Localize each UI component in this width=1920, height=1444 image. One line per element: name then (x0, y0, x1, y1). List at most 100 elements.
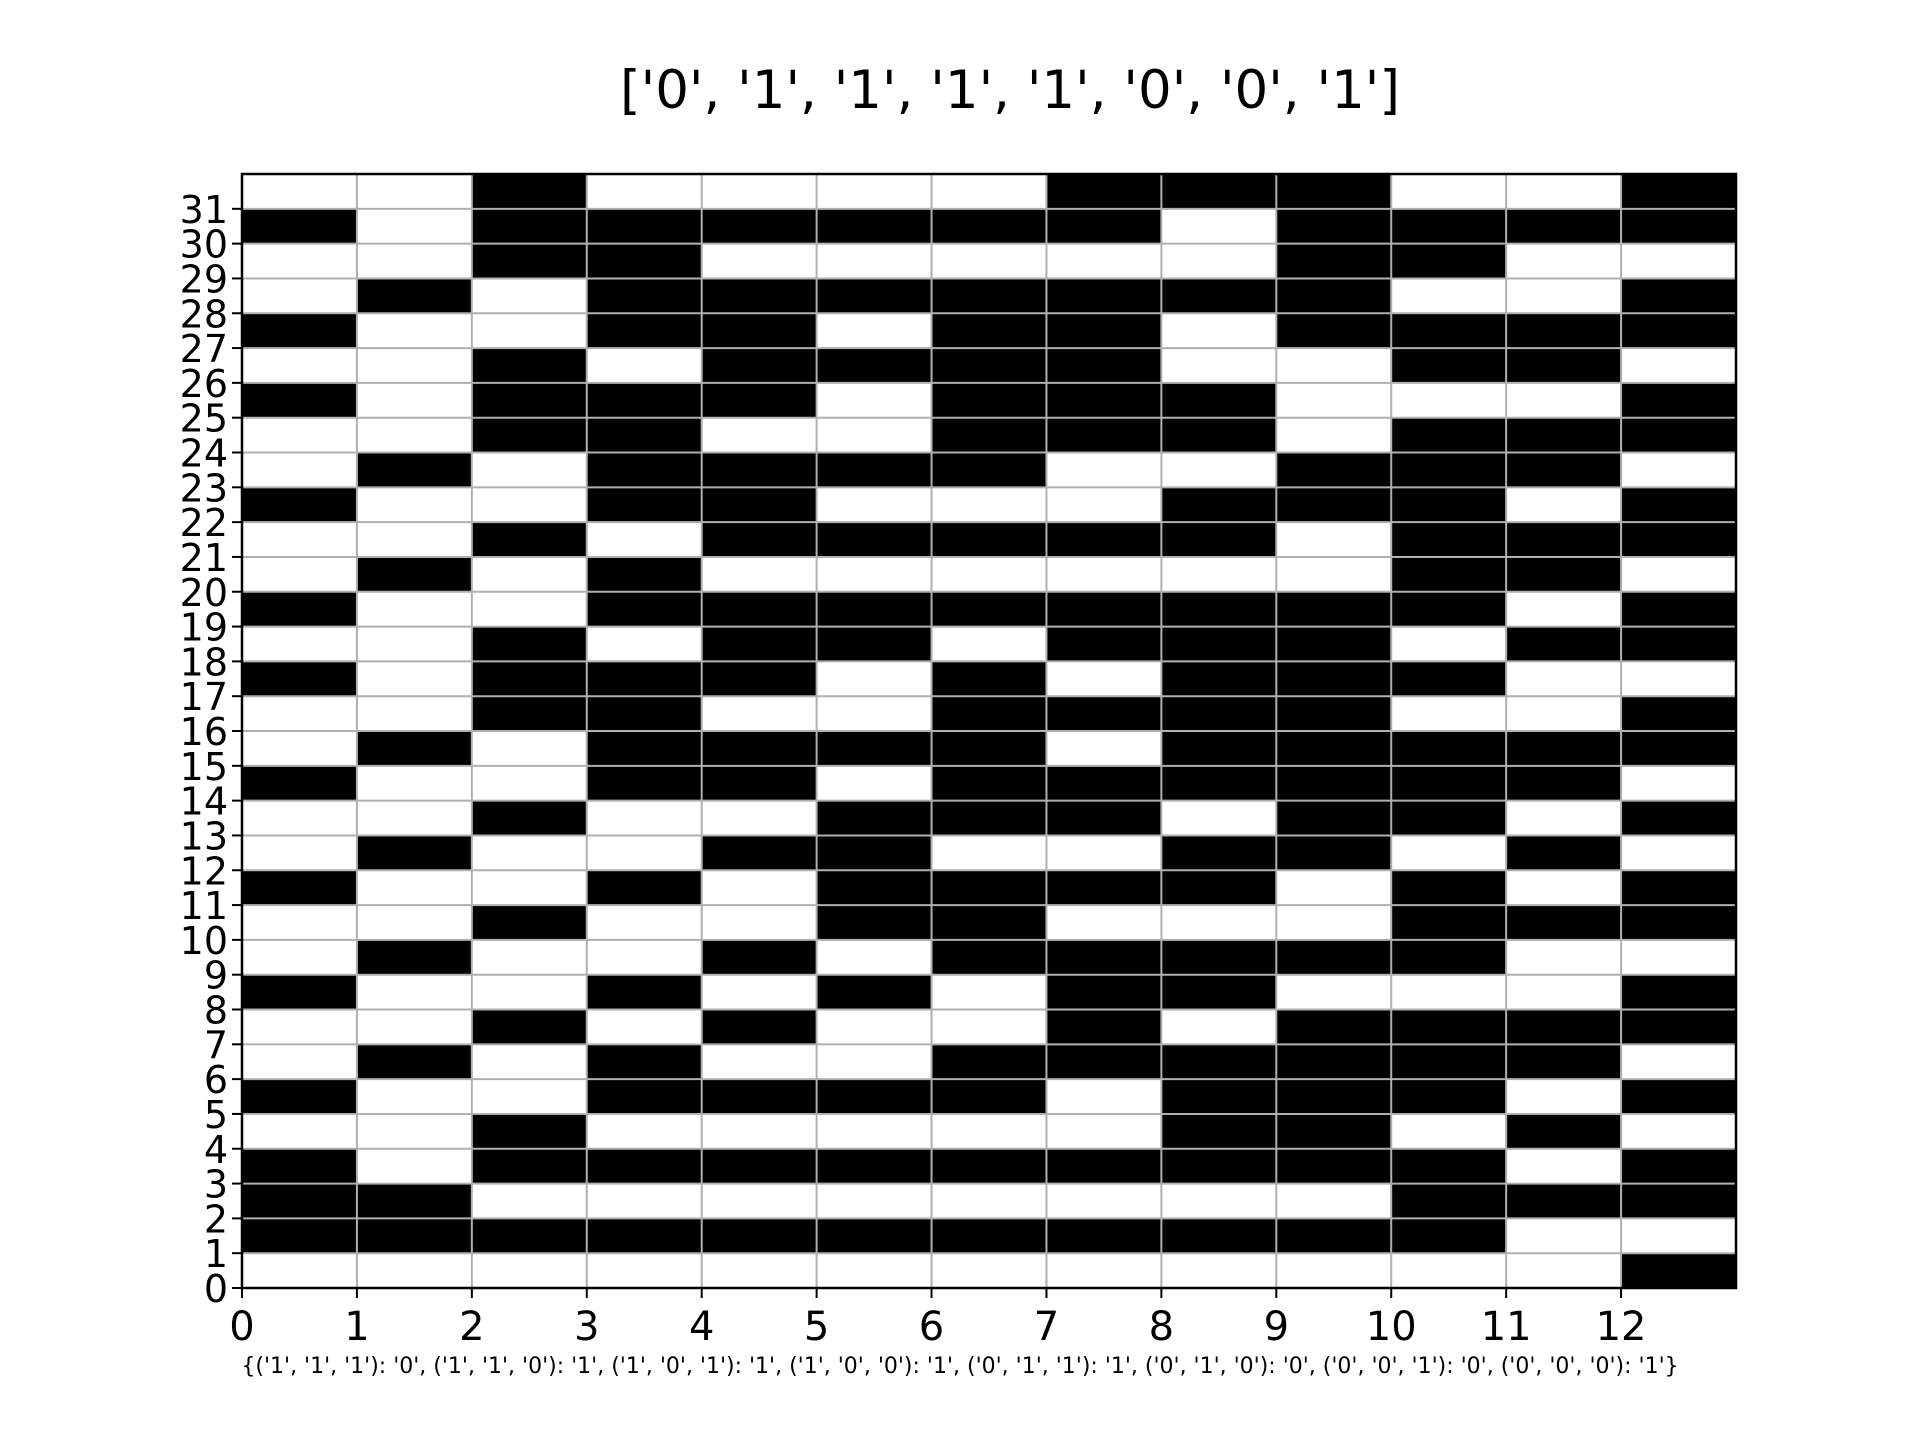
cell-r12-c3 (586, 835, 702, 871)
cell-r20-c2 (471, 556, 587, 592)
cell-r28-c2 (471, 278, 587, 314)
cell-r6-c4 (701, 1044, 817, 1080)
cell-r4-c11 (1506, 1113, 1622, 1149)
cell-r17-c10 (1391, 661, 1507, 697)
cell-r10-c0 (242, 905, 357, 940)
cell-r12-c6 (931, 835, 1047, 871)
cell-r2-c5 (816, 1183, 932, 1219)
cell-r17-c5 (816, 661, 932, 697)
cell-r2-c1 (356, 1183, 472, 1219)
cell-r12-c0 (242, 835, 357, 871)
cell-r22-c0 (242, 487, 357, 523)
cell-r10-c8 (1161, 905, 1277, 940)
cell-r24-c11 (1506, 417, 1622, 453)
x-tick-label-10: 10 (1366, 1304, 1417, 1350)
cell-r22-c2 (471, 487, 587, 523)
cell-r2-c2 (471, 1183, 587, 1219)
x-tick-label-6: 6 (919, 1304, 944, 1350)
cell-r23-c8 (1161, 452, 1277, 488)
cell-r14-c1 (356, 765, 472, 801)
cell-r5-c5 (816, 1079, 932, 1114)
cell-r15-c0 (242, 731, 357, 766)
cell-r17-c2 (471, 661, 587, 697)
cell-r5-c0 (242, 1079, 357, 1114)
y-tick-label-19: 19 (180, 606, 228, 650)
cell-r31-c4 (701, 174, 817, 209)
cell-r15-c9 (1276, 731, 1392, 766)
cell-r3-c4 (701, 1148, 817, 1184)
cell-r26-c6 (931, 348, 1047, 383)
cell-r6-c3 (586, 1044, 702, 1080)
cell-r15-c5 (816, 731, 932, 766)
cell-r30-c5 (816, 208, 932, 244)
cell-r22-c8 (1161, 487, 1277, 523)
cell-r31-c7 (1046, 174, 1162, 209)
cell-r4-c7 (1046, 1113, 1162, 1149)
cell-r25-c8 (1161, 382, 1277, 418)
cell-r3-c12 (1621, 1148, 1736, 1184)
cell-r23-c11 (1506, 452, 1622, 488)
cell-r23-c0 (242, 452, 357, 488)
cell-r18-c10 (1391, 626, 1507, 662)
cell-r17-c12 (1621, 661, 1736, 697)
cell-r26-c7 (1046, 348, 1162, 383)
cell-r11-c10 (1391, 870, 1507, 906)
cell-r19-c3 (586, 591, 702, 627)
cell-r26-c9 (1276, 348, 1392, 383)
cell-r26-c10 (1391, 348, 1507, 383)
cell-r15-c10 (1391, 731, 1507, 766)
cell-r21-c1 (356, 522, 472, 557)
cell-r28-c7 (1046, 278, 1162, 314)
cell-r6-c9 (1276, 1044, 1392, 1080)
cell-r4-c10 (1391, 1113, 1507, 1149)
cell-r24-c1 (356, 417, 472, 453)
cell-r2-c4 (701, 1183, 817, 1219)
cell-r21-c6 (931, 522, 1047, 557)
cell-r22-c12 (1621, 487, 1736, 523)
y-tick-label-1: 1 (204, 1232, 228, 1276)
cell-r27-c0 (242, 313, 357, 349)
cell-r14-c12 (1621, 765, 1736, 801)
cell-r24-c7 (1046, 417, 1162, 453)
cell-r12-c12 (1621, 835, 1736, 871)
cell-r12-c1 (356, 835, 472, 871)
cell-r3-c11 (1506, 1148, 1622, 1184)
cell-r26-c12 (1621, 348, 1736, 383)
cell-r19-c4 (701, 591, 817, 627)
cell-r24-c4 (701, 417, 817, 453)
cell-r7-c9 (1276, 1009, 1392, 1045)
y-tick-label-10: 10 (180, 919, 228, 963)
y-tick-label-15: 15 (180, 745, 228, 789)
x-tick-label-1: 1 (344, 1304, 369, 1350)
y-tick-label-28: 28 (180, 292, 228, 336)
cell-r21-c5 (816, 522, 932, 557)
cell-r23-c1 (356, 452, 472, 488)
cell-r0-c11 (1506, 1253, 1622, 1288)
cell-r29-c4 (701, 243, 817, 279)
cell-r6-c10 (1391, 1044, 1507, 1080)
cell-r5-c8 (1161, 1079, 1277, 1114)
cell-r16-c5 (816, 696, 932, 731)
cell-r7-c12 (1621, 1009, 1736, 1045)
cell-r1-c3 (586, 1218, 702, 1254)
cell-r1-c12 (1621, 1218, 1736, 1254)
cell-r29-c3 (586, 243, 702, 279)
cell-r20-c3 (586, 556, 702, 592)
cell-r16-c10 (1391, 696, 1507, 731)
cell-r31-c3 (586, 174, 702, 209)
cell-r25-c9 (1276, 382, 1392, 418)
cell-r1-c9 (1276, 1218, 1392, 1254)
cell-r17-c4 (701, 661, 817, 697)
cell-r28-c6 (931, 278, 1047, 314)
y-tick-label-9: 9 (204, 954, 228, 998)
cell-r22-c3 (586, 487, 702, 523)
cell-r18-c3 (586, 626, 702, 662)
cell-r13-c5 (816, 800, 932, 836)
x-tick-label-5: 5 (804, 1304, 829, 1350)
cell-r9-c2 (471, 939, 587, 975)
cell-r25-c11 (1506, 382, 1622, 418)
y-tick-label-11: 11 (180, 884, 228, 928)
cell-r11-c12 (1621, 870, 1736, 906)
cell-r20-c7 (1046, 556, 1162, 592)
cell-r28-c1 (356, 278, 472, 314)
